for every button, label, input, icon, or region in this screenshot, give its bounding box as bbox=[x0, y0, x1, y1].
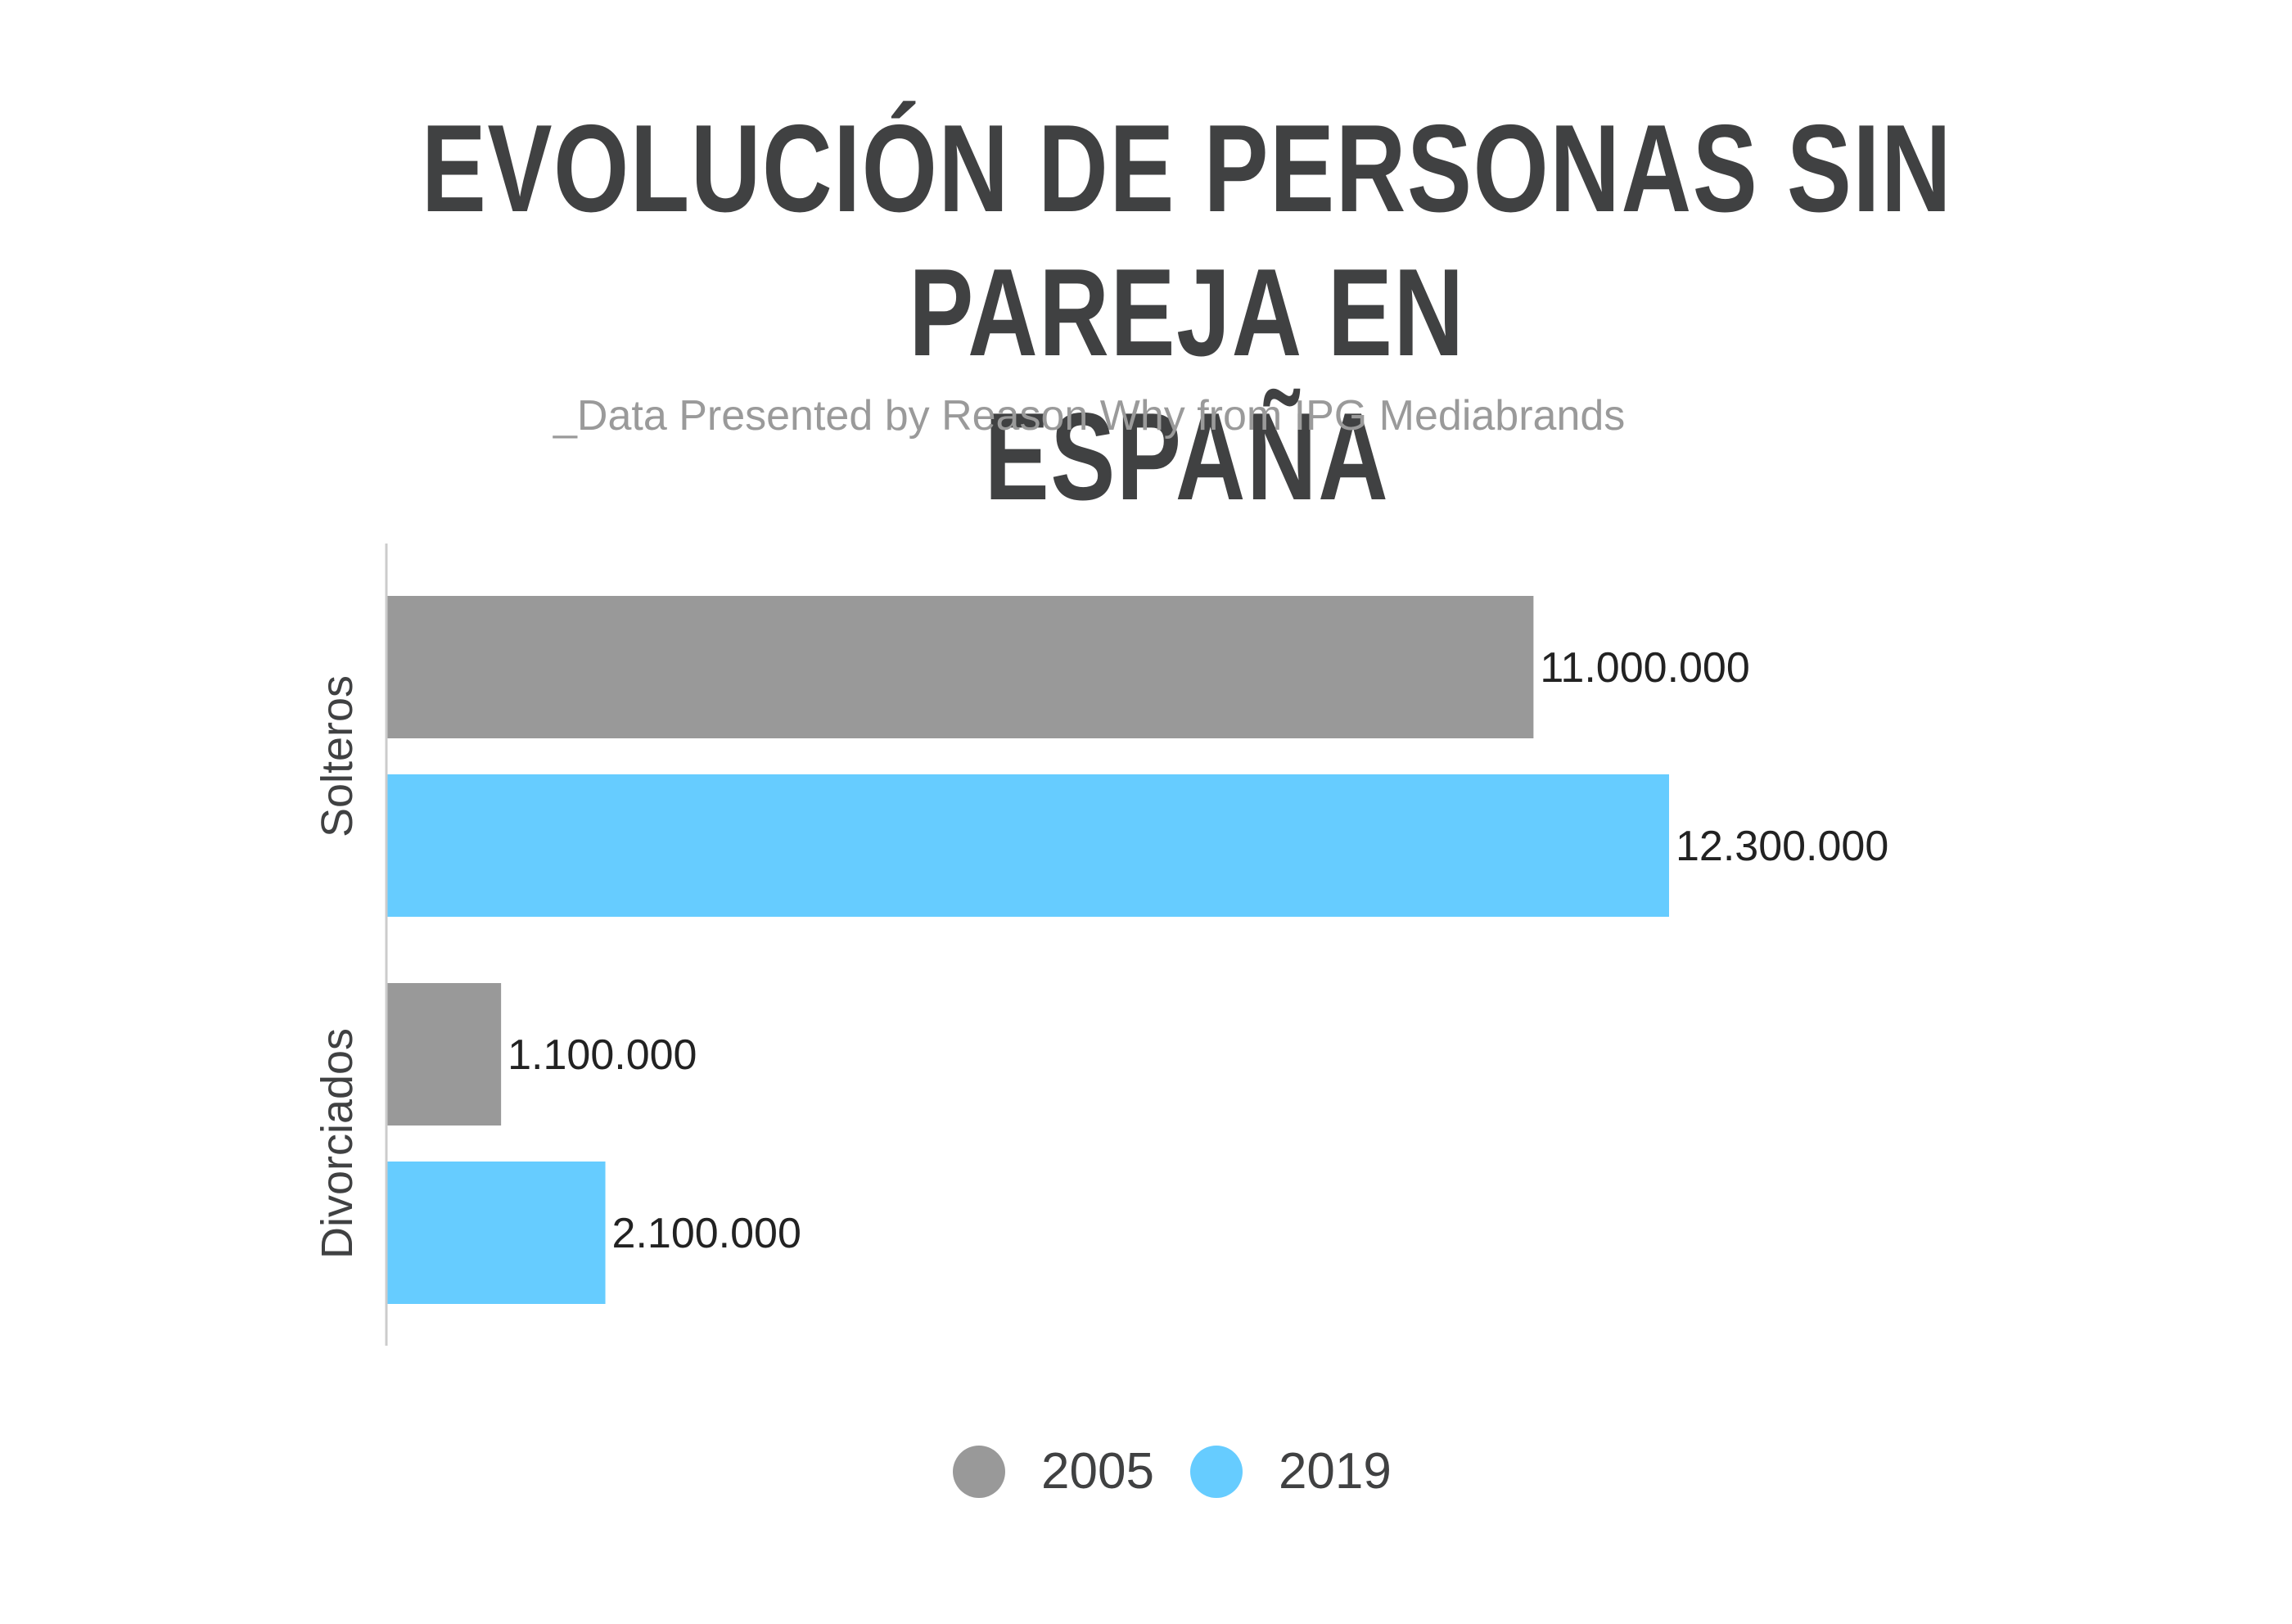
category-label-divorciados: Divorciados bbox=[313, 1028, 362, 1259]
bar-divorciados-2005 bbox=[386, 983, 502, 1126]
legend-item-2019: 2019 bbox=[1189, 1442, 1392, 1500]
data-label-solteros-2005: 11.000.000 bbox=[1540, 644, 1749, 692]
legend-swatch-2005 bbox=[953, 1445, 1005, 1498]
legend-label-2005: 2005 bbox=[1041, 1443, 1154, 1500]
data-label-divorciados-2019: 2.100.000 bbox=[612, 1210, 801, 1257]
chart-marks: 11.000.000 12.300.000 Solteros 1.100.000 2.1… bbox=[313, 544, 1888, 1346]
chart-subtitle: _Data Presented by Reason Why from IPG M… bbox=[553, 392, 1626, 440]
legend-label-2019: 2019 bbox=[1278, 1443, 1392, 1500]
bar-solteros-2019 bbox=[386, 774, 1669, 917]
category-label-solteros: Solteros bbox=[313, 675, 362, 837]
legend-item-2005: 2005 bbox=[953, 1442, 1154, 1500]
bar-solteros-2005 bbox=[386, 596, 1534, 738]
chart-title: EVOLUCIÓN DE PERSONAS SIN PAREJA EN ESPAÑ… bbox=[421, 99, 1953, 526]
legend-swatch-2019 bbox=[1189, 1445, 1243, 1498]
data-label-divorciados-2005: 1.100.000 bbox=[508, 1031, 697, 1079]
chart-legend: 2005 2019 bbox=[953, 1442, 1428, 1500]
data-label-solteros-2019: 12.300.000 bbox=[1676, 823, 1888, 870]
bar-divorciados-2019 bbox=[386, 1162, 606, 1304]
